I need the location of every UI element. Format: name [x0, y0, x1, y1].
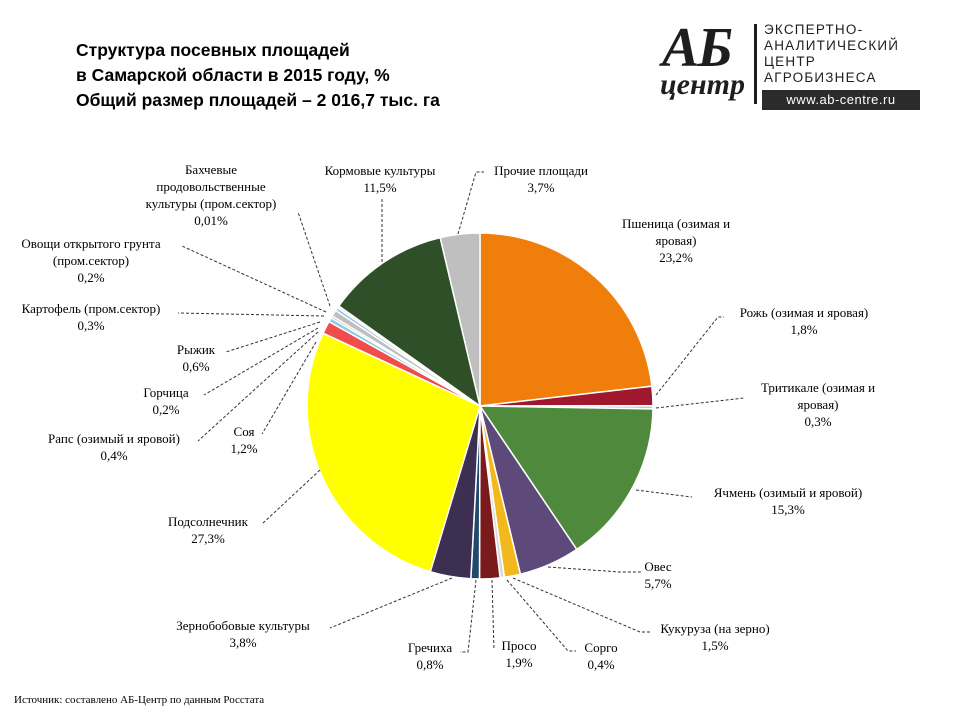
logo-line-3: ЦЕНТР — [764, 54, 816, 69]
title-line-1: Структура посевных площадей — [76, 40, 350, 60]
slice-6-value-label: 1,5% — [701, 638, 728, 653]
slice-17-label: Овощи открытого грунта (пром.сектор) 0,2% — [21, 236, 160, 285]
slice-5-leader-line — [547, 566, 642, 573]
slice-11-leader-line — [261, 469, 321, 525]
slice-12-value-label: 1,2% — [230, 441, 257, 456]
slice-18-leader-line — [297, 211, 331, 307]
slice-8-value-label: 1,9% — [505, 655, 532, 670]
slice-9-value-label: 0,8% — [416, 657, 443, 672]
ab-centre-logo: АБ центр ЭКСПЕРТНО- АНАЛИТИЧЕСКИЙ ЦЕНТР … — [656, 17, 926, 118]
slice-11-value-label: 27,3% — [191, 531, 225, 546]
slice-8-leader-line — [491, 579, 495, 651]
slice-2-leader-line — [655, 316, 724, 396]
slice-16-label: Картофель (пром.сектор) 0,3% — [22, 301, 161, 333]
slice-11-label: Подсолнечник 27,3% — [168, 514, 249, 546]
slice-2-label: Рожь (озимая и яровая) 1,8% — [740, 305, 869, 337]
slice-5-value-label: 5,7% — [644, 576, 671, 591]
slice-15-leader-line — [225, 321, 321, 353]
slice-18-value-label: 0,01% — [194, 213, 228, 228]
logo-website: www.ab-centre.ru — [762, 90, 920, 110]
chart-title: Структура посевных площадей в Самарской … — [76, 38, 636, 113]
pie-slices — [306, 232, 654, 580]
slice-16-leader-line — [177, 312, 325, 317]
slice-3-leader-line — [655, 397, 745, 409]
logo-mark-bottom: центр — [660, 68, 745, 101]
slice-19-wedge — [337, 236, 482, 408]
slice-4-label: Ячмень (озимый и яровой) 15,3% — [714, 485, 862, 517]
slice-10-value-label: 3,8% — [229, 635, 256, 650]
slice-19-value-label: 11,5% — [363, 180, 396, 195]
slice-18-label: Бахчевые продовольственные культуры (пром.… — [146, 162, 277, 228]
slice-14-value-label: 0,2% — [152, 402, 179, 417]
slice-14-leader-line — [203, 327, 319, 396]
slice-13-leader-line — [197, 331, 319, 442]
slice-6-label: Кукуруза (на зерно) 1,5% — [660, 621, 769, 653]
slice-20-wedge — [439, 232, 481, 407]
slice-20-value-label: 3,7% — [527, 180, 554, 195]
slice-15-value-label: 0,6% — [182, 359, 209, 374]
slice-5-label: Овес 5,7% — [644, 559, 672, 591]
slice-10-label: Зернобобовые культуры 3,8% — [176, 618, 310, 650]
slice-10-leader-line — [329, 577, 453, 629]
logo-line-1: ЭКСПЕРТНО- — [764, 22, 864, 37]
slice-3-value-label: 0,3% — [804, 414, 831, 429]
slice-2-value-label: 1,8% — [790, 322, 817, 337]
slice-16-value-label: 0,3% — [77, 318, 104, 333]
title-line-2: в Самарской области в 2015 году, % — [76, 65, 390, 85]
slice-9-label: Гречиха 0,8% — [408, 640, 452, 672]
slice-1-value-label: 23,2% — [659, 250, 693, 265]
slice-4-wedge — [478, 405, 654, 551]
logo-text: ЭКСПЕРТНО- АНАЛИТИЧЕСКИЙ ЦЕНТР АГРОБИЗНЕ… — [764, 22, 899, 86]
slice-12-leader-line — [261, 341, 317, 435]
logo-divider — [754, 24, 757, 104]
slice-7-leader-line — [506, 579, 576, 652]
slice-17-value-label: 0,2% — [77, 270, 104, 285]
slice-4-value-label: 15,3% — [771, 502, 805, 517]
slice-20-leader-line — [457, 171, 484, 235]
slice-13-label: Рапс (озимый и яровой) 0,4% — [48, 431, 180, 463]
slice-19-label: Кормовые культуры 11,5% — [325, 163, 436, 195]
slice-9-leader-line — [460, 579, 477, 653]
logo-line-4: АГРОБИЗНЕСА — [764, 70, 877, 85]
title-line-3: Общий размер площадей – 2 016,7 тыс. га — [76, 90, 440, 110]
slice-1-wedge — [479, 232, 653, 407]
slice-6-leader-line — [512, 577, 650, 633]
logo-mark-top: АБ — [662, 17, 733, 79]
slice-13-value-label: 0,4% — [100, 448, 127, 463]
slice-15-label: Рыжик 0,6% — [177, 342, 216, 374]
leader-lines — [177, 171, 745, 653]
source-note: Источник: составлено АБ-Центр по данным … — [14, 694, 265, 706]
slice-20-label: Прочие площади 3,7% — [494, 163, 588, 195]
slice-7-value-label: 0,4% — [587, 657, 614, 672]
slice-11-wedge — [306, 332, 481, 573]
logo-line-2: АНАЛИТИЧЕСКИЙ — [764, 38, 900, 53]
slice-4-leader-line — [635, 489, 693, 498]
slice-1-label: Пшеница (озимая и яровая) 23,2% — [622, 216, 730, 265]
slice-3-label: Тритикале (озимая и яровая) 0,3% — [761, 380, 875, 429]
slice-labels: Пшеница (озимая и яровая) 23,2% Рожь (озима… — [21, 162, 875, 672]
slice-8-label: Просо 1,9% — [502, 638, 537, 670]
slice-12-label: Соя 1,2% — [230, 424, 257, 456]
slice-14-label: Горчица 0,2% — [143, 385, 189, 417]
slice-17-leader-line — [181, 245, 327, 313]
slice-7-label: Сорго 0,4% — [584, 640, 617, 672]
